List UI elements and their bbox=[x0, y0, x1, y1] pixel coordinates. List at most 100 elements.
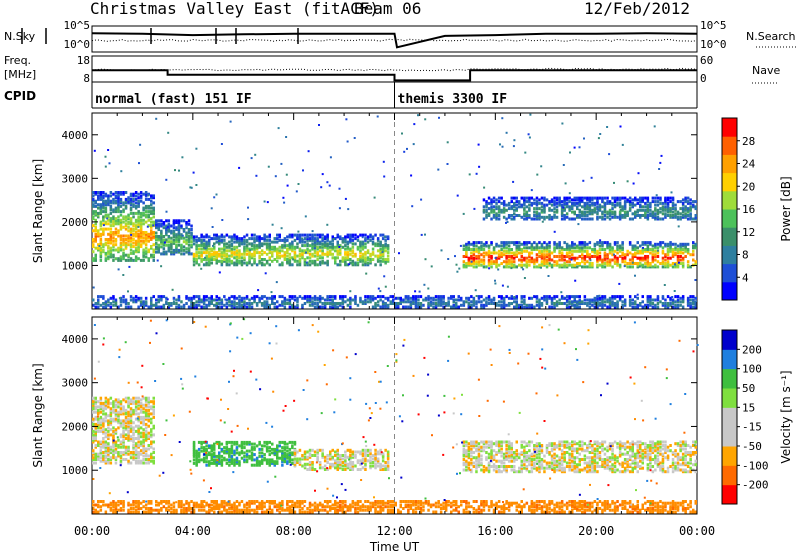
power-echo-cell bbox=[210, 295, 213, 299]
power-noise-cell bbox=[660, 154, 663, 157]
power-echo-cell bbox=[646, 215, 650, 219]
velocity-echo-cell bbox=[152, 405, 155, 409]
velocity-echo-cell bbox=[260, 447, 264, 451]
power-echo-cell bbox=[495, 207, 498, 211]
power-echo-cell bbox=[535, 215, 539, 219]
velocity-echo-cell bbox=[97, 424, 100, 428]
velocity-echo-cell bbox=[112, 401, 115, 405]
power-echo-cell bbox=[525, 305, 529, 309]
power-echo-cell bbox=[384, 245, 387, 249]
velocity-echo-cell bbox=[243, 440, 246, 444]
power-echo-cell bbox=[485, 296, 488, 300]
power-echo-cell bbox=[114, 232, 118, 236]
power-echo-cell bbox=[346, 256, 350, 260]
power-echo-cell bbox=[596, 298, 599, 302]
velocity-echo-cell bbox=[102, 454, 105, 458]
power-echo-cell bbox=[586, 214, 589, 217]
power-echo-cell bbox=[326, 245, 329, 249]
power-echo-cell bbox=[99, 239, 103, 243]
power-echo-cell bbox=[381, 259, 385, 263]
power-echo-cell bbox=[308, 298, 312, 302]
power-noise-cell bbox=[156, 259, 159, 262]
power-echo-cell bbox=[155, 298, 158, 302]
power-echo-cell bbox=[301, 251, 304, 255]
power-echo-cell bbox=[462, 260, 466, 264]
nsearch-tick-top: 10^5 bbox=[700, 19, 727, 32]
power-echo-cell bbox=[293, 256, 297, 260]
power-echo-cell bbox=[669, 196, 672, 200]
power-echo-cell bbox=[611, 201, 614, 205]
power-echo-cell bbox=[671, 205, 675, 209]
power-echo-cell bbox=[437, 295, 440, 299]
power-echo-cell bbox=[127, 258, 130, 262]
power-echo-cell bbox=[323, 242, 327, 246]
power-echo-cell bbox=[142, 248, 145, 252]
power-echo-cell bbox=[573, 305, 576, 309]
power-echo-cell bbox=[109, 238, 113, 241]
power-echo-cell bbox=[505, 303, 508, 307]
power-noise-cell bbox=[365, 272, 368, 275]
power-echo-cell bbox=[616, 262, 619, 265]
power-echo-cell bbox=[162, 295, 166, 299]
power-echo-cell bbox=[187, 296, 191, 300]
power-echo-cell bbox=[346, 258, 350, 261]
power-echo-cell bbox=[177, 219, 181, 223]
power-echo-cell bbox=[235, 251, 239, 255]
power-echo-cell bbox=[555, 262, 559, 265]
power-echo-cell bbox=[160, 236, 163, 240]
velocity-echo-cell bbox=[134, 454, 138, 458]
power-echo-cell bbox=[129, 211, 133, 215]
power-echo-cell bbox=[576, 256, 579, 260]
power-echo-cell bbox=[202, 295, 206, 299]
power-echo-cell bbox=[114, 302, 118, 305]
power-echo-cell bbox=[565, 198, 569, 202]
power-echo-cell bbox=[200, 242, 203, 246]
power-noise-cell bbox=[506, 221, 509, 223]
power-echo-cell bbox=[235, 263, 239, 267]
power-echo-cell bbox=[142, 303, 145, 307]
power-echo-cell bbox=[578, 255, 581, 258]
power-echo-cell bbox=[298, 235, 302, 239]
power-echo-cell bbox=[404, 305, 408, 309]
power-echo-cell bbox=[139, 199, 143, 203]
power-echo-cell bbox=[376, 300, 380, 304]
power-echo-cell bbox=[354, 302, 357, 305]
power-echo-cell bbox=[611, 196, 614, 200]
power-echo-cell bbox=[160, 240, 163, 244]
power-echo-cell bbox=[520, 303, 523, 307]
power-echo-cell bbox=[692, 200, 695, 204]
power-echo-cell bbox=[568, 217, 571, 221]
power-echo-cell bbox=[117, 229, 120, 233]
power-noise-cell bbox=[677, 261, 680, 264]
power-echo-cell bbox=[225, 261, 229, 265]
velocity-echo-cell bbox=[137, 396, 140, 400]
power-echo-cell bbox=[288, 259, 292, 263]
power-echo-cell bbox=[571, 198, 574, 202]
power-echo-cell bbox=[591, 196, 594, 200]
power-echo-cell bbox=[588, 255, 592, 258]
power-echo-cell bbox=[588, 210, 592, 214]
power-echo-cell bbox=[99, 243, 103, 247]
power-echo-cell bbox=[467, 263, 471, 267]
power-echo-cell bbox=[139, 302, 143, 305]
power-echo-cell bbox=[109, 232, 113, 236]
power-echo-cell bbox=[223, 259, 226, 263]
power-echo-cell bbox=[321, 256, 324, 260]
power-echo-cell bbox=[187, 222, 191, 226]
power-echo-cell bbox=[548, 201, 551, 205]
power-echo-cell bbox=[160, 229, 163, 233]
power-noise-cell bbox=[382, 160, 385, 163]
power-echo-cell bbox=[172, 226, 176, 230]
power-echo-cell bbox=[102, 245, 105, 248]
power-echo-cell bbox=[548, 241, 551, 245]
power-echo-cell bbox=[127, 225, 130, 229]
power-echo-cell bbox=[548, 249, 551, 253]
power-echo-cell bbox=[681, 305, 685, 309]
velocity-echo-cell bbox=[99, 417, 103, 421]
power-echo-cell bbox=[134, 197, 138, 201]
power-echo-cell bbox=[666, 256, 670, 260]
velocity-echo-cell bbox=[129, 424, 133, 428]
power-echo-cell bbox=[117, 234, 120, 238]
power-echo-cell bbox=[323, 298, 327, 302]
power-echo-cell bbox=[480, 305, 483, 309]
